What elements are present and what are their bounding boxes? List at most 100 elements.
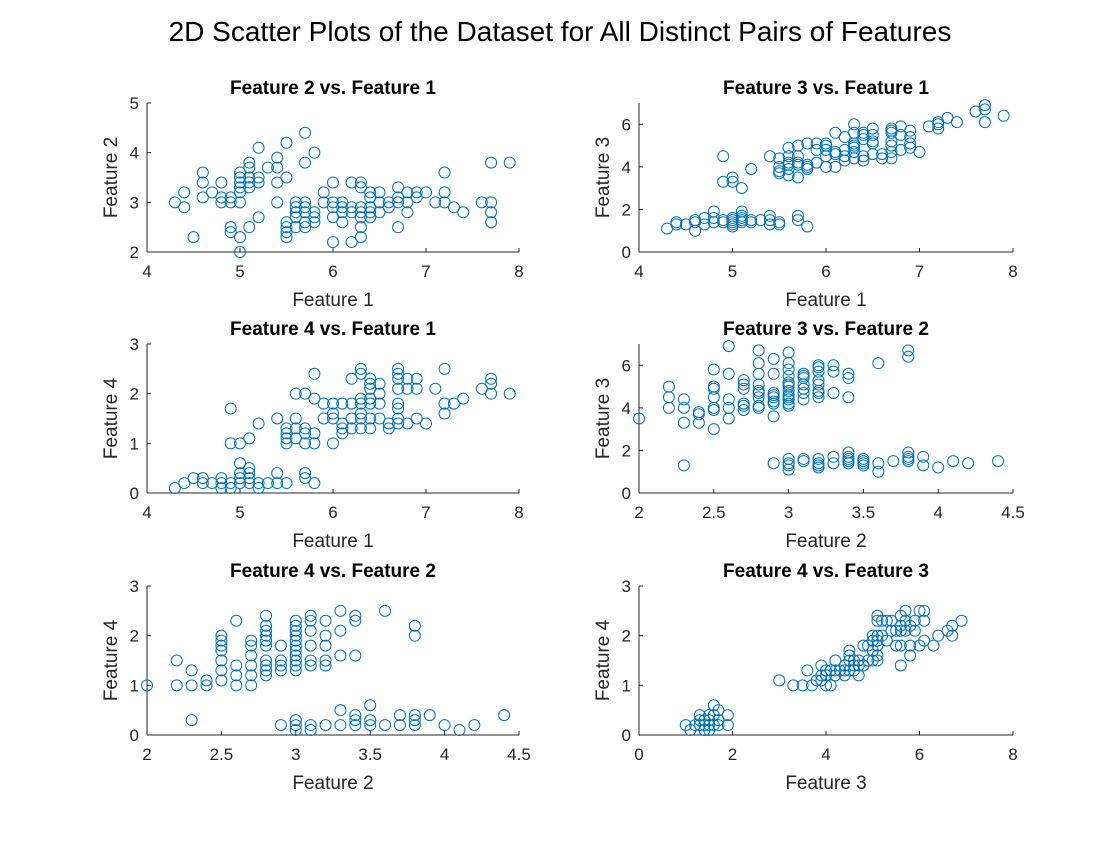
data-point	[752, 367, 765, 380]
x-tick-label: 2	[728, 745, 737, 764]
data-point	[364, 422, 377, 435]
data-point	[885, 624, 898, 637]
data-point	[252, 141, 265, 154]
data-point	[215, 639, 228, 652]
data-point	[289, 629, 302, 642]
data-point	[838, 664, 851, 677]
data-point	[692, 406, 705, 419]
data-point	[904, 131, 917, 144]
data-point	[857, 150, 870, 163]
data-point	[373, 206, 386, 219]
data-point	[712, 704, 725, 717]
x-tick-label: 2	[634, 503, 643, 522]
data-point	[170, 679, 183, 692]
data-point	[410, 372, 423, 385]
data-point	[726, 175, 739, 188]
x-axis-label: Feature 2	[292, 773, 373, 794]
data-point	[261, 477, 274, 490]
x-axis-label: Feature 2	[785, 531, 866, 552]
data-point	[245, 679, 258, 692]
data-point	[722, 401, 735, 414]
data-point	[327, 407, 339, 420]
data-point	[215, 477, 228, 490]
data-point	[334, 649, 347, 662]
data-point	[234, 467, 246, 480]
data-point	[787, 679, 800, 692]
data-point	[745, 162, 758, 175]
data-point	[950, 116, 963, 129]
data-point	[349, 709, 362, 722]
data-point	[234, 176, 246, 189]
data-point	[438, 166, 451, 179]
data-point	[243, 181, 256, 194]
x-tick-label: 4	[142, 503, 151, 522]
data-point	[234, 477, 246, 490]
data-point	[827, 365, 840, 378]
data-point	[904, 137, 917, 150]
data-point	[280, 432, 293, 445]
data-point	[354, 392, 367, 405]
x-tick-label: 4	[933, 503, 942, 522]
data-point	[927, 639, 940, 652]
data-point	[252, 171, 265, 184]
data-point	[364, 392, 377, 405]
data-point	[215, 674, 228, 687]
data-point	[317, 196, 330, 209]
y-axis-label: Feature 4	[593, 619, 614, 701]
data-point	[503, 156, 516, 169]
data-point	[245, 634, 258, 647]
data-point	[812, 452, 825, 465]
data-point	[503, 387, 516, 400]
data-point	[334, 719, 347, 732]
data-point	[327, 211, 339, 224]
data-point	[271, 477, 284, 490]
data-point	[168, 482, 181, 495]
data-point	[336, 427, 349, 440]
data-point	[485, 377, 498, 390]
data-point	[261, 161, 274, 174]
data-point	[308, 206, 321, 219]
data-point	[304, 724, 317, 737]
subplot-title: Feature 2 vs. Feature 1	[230, 78, 436, 99]
data-point	[393, 709, 406, 722]
data-point	[735, 205, 748, 218]
data-point	[230, 659, 243, 672]
data-point	[260, 654, 273, 667]
data-point	[245, 659, 258, 672]
data-point	[289, 659, 302, 672]
data-point	[327, 176, 339, 189]
data-point	[475, 382, 488, 395]
data-point	[782, 397, 795, 410]
y-tick-label: 2	[622, 200, 631, 219]
data-point	[726, 171, 739, 184]
data-point	[336, 417, 349, 430]
data-point	[178, 186, 191, 199]
data-point	[304, 639, 317, 652]
x-tick-label: 4	[821, 745, 830, 764]
data-point	[842, 450, 855, 463]
subplot-6: 0 2 4 6 8 0 1 2 3 Feature 4 vs. Feature 3 Feature …	[593, 561, 1018, 794]
y-tick-label: 3	[130, 335, 139, 354]
data-point	[438, 362, 451, 375]
data-point	[299, 387, 312, 400]
data-point	[289, 719, 302, 732]
data-point	[349, 714, 362, 727]
data-point	[827, 457, 840, 470]
data-point	[187, 472, 200, 485]
data-point	[820, 664, 832, 677]
data-point	[345, 236, 358, 249]
data-point	[215, 482, 228, 495]
x-tick-label: 7	[421, 503, 430, 522]
data-point	[857, 154, 870, 167]
data-point	[843, 644, 856, 657]
data-point	[243, 467, 256, 480]
data-point	[763, 150, 776, 163]
data-point	[245, 639, 258, 652]
data-point	[894, 639, 907, 652]
data-point	[782, 346, 795, 359]
data-point	[773, 216, 786, 229]
data-point	[737, 397, 750, 410]
data-point	[827, 450, 840, 463]
data-point	[336, 422, 349, 435]
data-point	[364, 699, 377, 712]
